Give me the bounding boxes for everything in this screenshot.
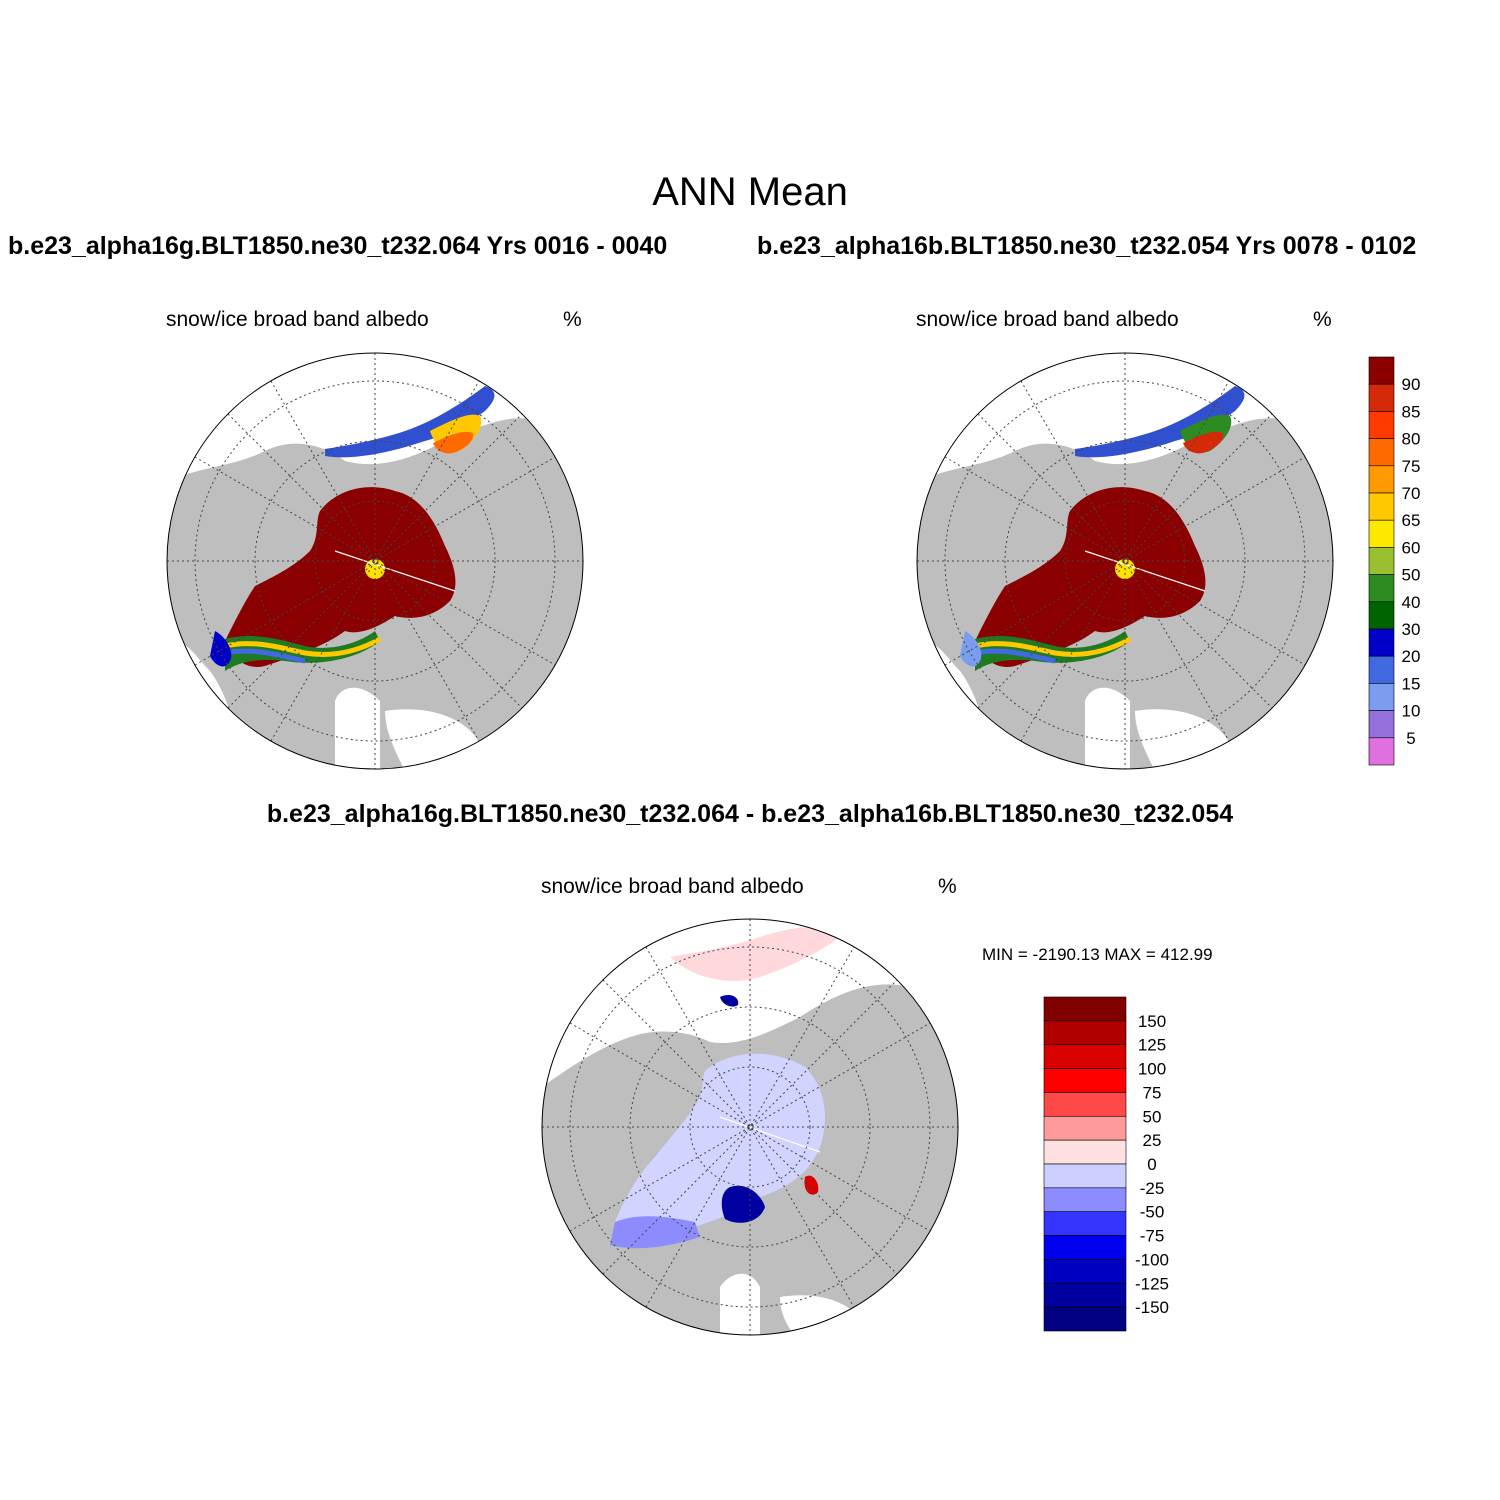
colorbar-difference-swatch	[1043, 1068, 1127, 1093]
colorbar-absolute-swatch	[1368, 601, 1395, 630]
colorbar-difference-tick-label: -25	[1140, 1179, 1165, 1198]
colorbar-absolute-swatch	[1368, 710, 1395, 739]
panel2-units: %	[1313, 308, 1332, 331]
colorbar-difference-tick-label: 50	[1143, 1107, 1162, 1126]
colorbar-absolute-tick-label: 60	[1402, 538, 1421, 557]
colorbar-absolute-swatch	[1368, 655, 1395, 684]
diff-units: %	[938, 875, 957, 898]
colorbar-absolute-swatch	[1368, 519, 1395, 548]
colorbar-difference-tick-label: -100	[1135, 1250, 1169, 1269]
colorbar-absolute-swatch	[1368, 737, 1395, 766]
colorbar-difference-swatch	[1043, 996, 1127, 1022]
colorbar-difference-swatch	[1043, 1306, 1127, 1332]
panel1-units: %	[563, 308, 582, 331]
colorbar-absolute-swatch	[1368, 438, 1395, 467]
diff-polar-map	[541, 918, 959, 1336]
colorbar-absolute-swatch	[1368, 383, 1395, 412]
panel2-variable: snow/ice broad band albedo	[916, 308, 1179, 331]
colorbar-absolute-tick-label: 85	[1402, 402, 1421, 421]
colorbar-absolute-swatch	[1368, 547, 1395, 575]
diff-variable: snow/ice broad band albedo	[541, 875, 804, 898]
panel2-polar-map	[916, 352, 1334, 770]
colorbar-absolute-tick-label: 15	[1402, 674, 1421, 693]
colorbar-difference-swatch	[1043, 1139, 1127, 1165]
colorbar-absolute-tick-label: 50	[1402, 566, 1421, 585]
colorbar-difference-swatch	[1043, 1020, 1127, 1046]
colorbar-absolute-swatch	[1368, 628, 1395, 657]
colorbar-absolute-tick-label: 90	[1402, 375, 1421, 394]
colorbar-difference-tick-label: 150	[1138, 1012, 1166, 1031]
colorbar-difference-swatch	[1043, 1235, 1127, 1260]
colorbar-difference-tick-label: -50	[1140, 1203, 1165, 1222]
colorbar-difference: 150 125 100 75 50 25 0 -25 -50 -75 -100 -125 -150	[1043, 996, 1169, 1332]
diff-title: b.e23_alpha16g.BLT1850.ne30_t232.064 - b…	[266, 800, 1234, 828]
colorbar-absolute-tick-label: 10	[1402, 702, 1421, 721]
panel1-case-title: b.e23_alpha16g.BLT1850.ne30_t232.064 Yrs…	[8, 232, 668, 260]
colorbar-difference-tick-label: 0	[1147, 1155, 1156, 1174]
colorbar-difference-swatch	[1043, 1163, 1127, 1189]
panel1-polar-map	[166, 352, 584, 770]
colorbar-difference-swatch	[1043, 1187, 1127, 1213]
colorbar-difference-tick-label: 75	[1143, 1083, 1162, 1102]
main-title: ANN Mean	[652, 170, 848, 214]
colorbar-difference-swatch	[1043, 1259, 1127, 1284]
panel2-case-title: b.e23_alpha16b.BLT1850.ne30_t232.054 Yrs…	[757, 232, 1417, 260]
colorbar-difference-swatch	[1043, 1044, 1127, 1069]
colorbar-difference-tick-label: -75	[1140, 1227, 1165, 1246]
colorbar-absolute-tick-label: 75	[1402, 457, 1421, 476]
colorbar-difference-tick-label: 25	[1143, 1131, 1162, 1150]
colorbar-absolute-tick-label: 65	[1402, 511, 1421, 530]
colorbar-difference-swatch	[1043, 1115, 1127, 1141]
colorbar-absolute-tick-label: 20	[1402, 647, 1421, 666]
colorbar-absolute-tick-label: 40	[1402, 593, 1421, 612]
colorbar-absolute-tick-label: 5	[1406, 729, 1415, 748]
colorbar-absolute-swatch	[1368, 683, 1395, 711]
colorbar-difference-swatch	[1043, 1282, 1127, 1308]
colorbar-absolute-tick-label: 80	[1402, 430, 1421, 449]
colorbar-absolute-swatch	[1368, 356, 1395, 385]
colorbar-absolute-swatch	[1368, 574, 1395, 603]
colorbar-difference-tick-label: 125	[1138, 1036, 1166, 1055]
colorbar-difference-tick-label: -150	[1135, 1298, 1169, 1317]
panel1-variable: snow/ice broad band albedo	[166, 308, 429, 331]
colorbar-absolute-tick-label: 70	[1402, 484, 1421, 503]
colorbar-absolute-swatch	[1368, 411, 1395, 439]
colorbar-difference-tick-label: 100	[1138, 1060, 1166, 1079]
colorbar-absolute-tick-label: 30	[1402, 620, 1421, 639]
colorbar-absolute: 90 85 80 75 70 65 60 50 40 30 20 15 10 5	[1368, 356, 1421, 766]
colorbar-difference-swatch	[1043, 1092, 1127, 1117]
colorbar-absolute-swatch	[1368, 465, 1395, 494]
colorbar-difference-tick-label: -125	[1135, 1274, 1169, 1293]
colorbar-absolute-swatch	[1368, 492, 1395, 521]
diff-minmax: MIN = -2190.13 MAX = 412.99	[982, 945, 1213, 964]
colorbar-difference-swatch	[1043, 1211, 1127, 1236]
